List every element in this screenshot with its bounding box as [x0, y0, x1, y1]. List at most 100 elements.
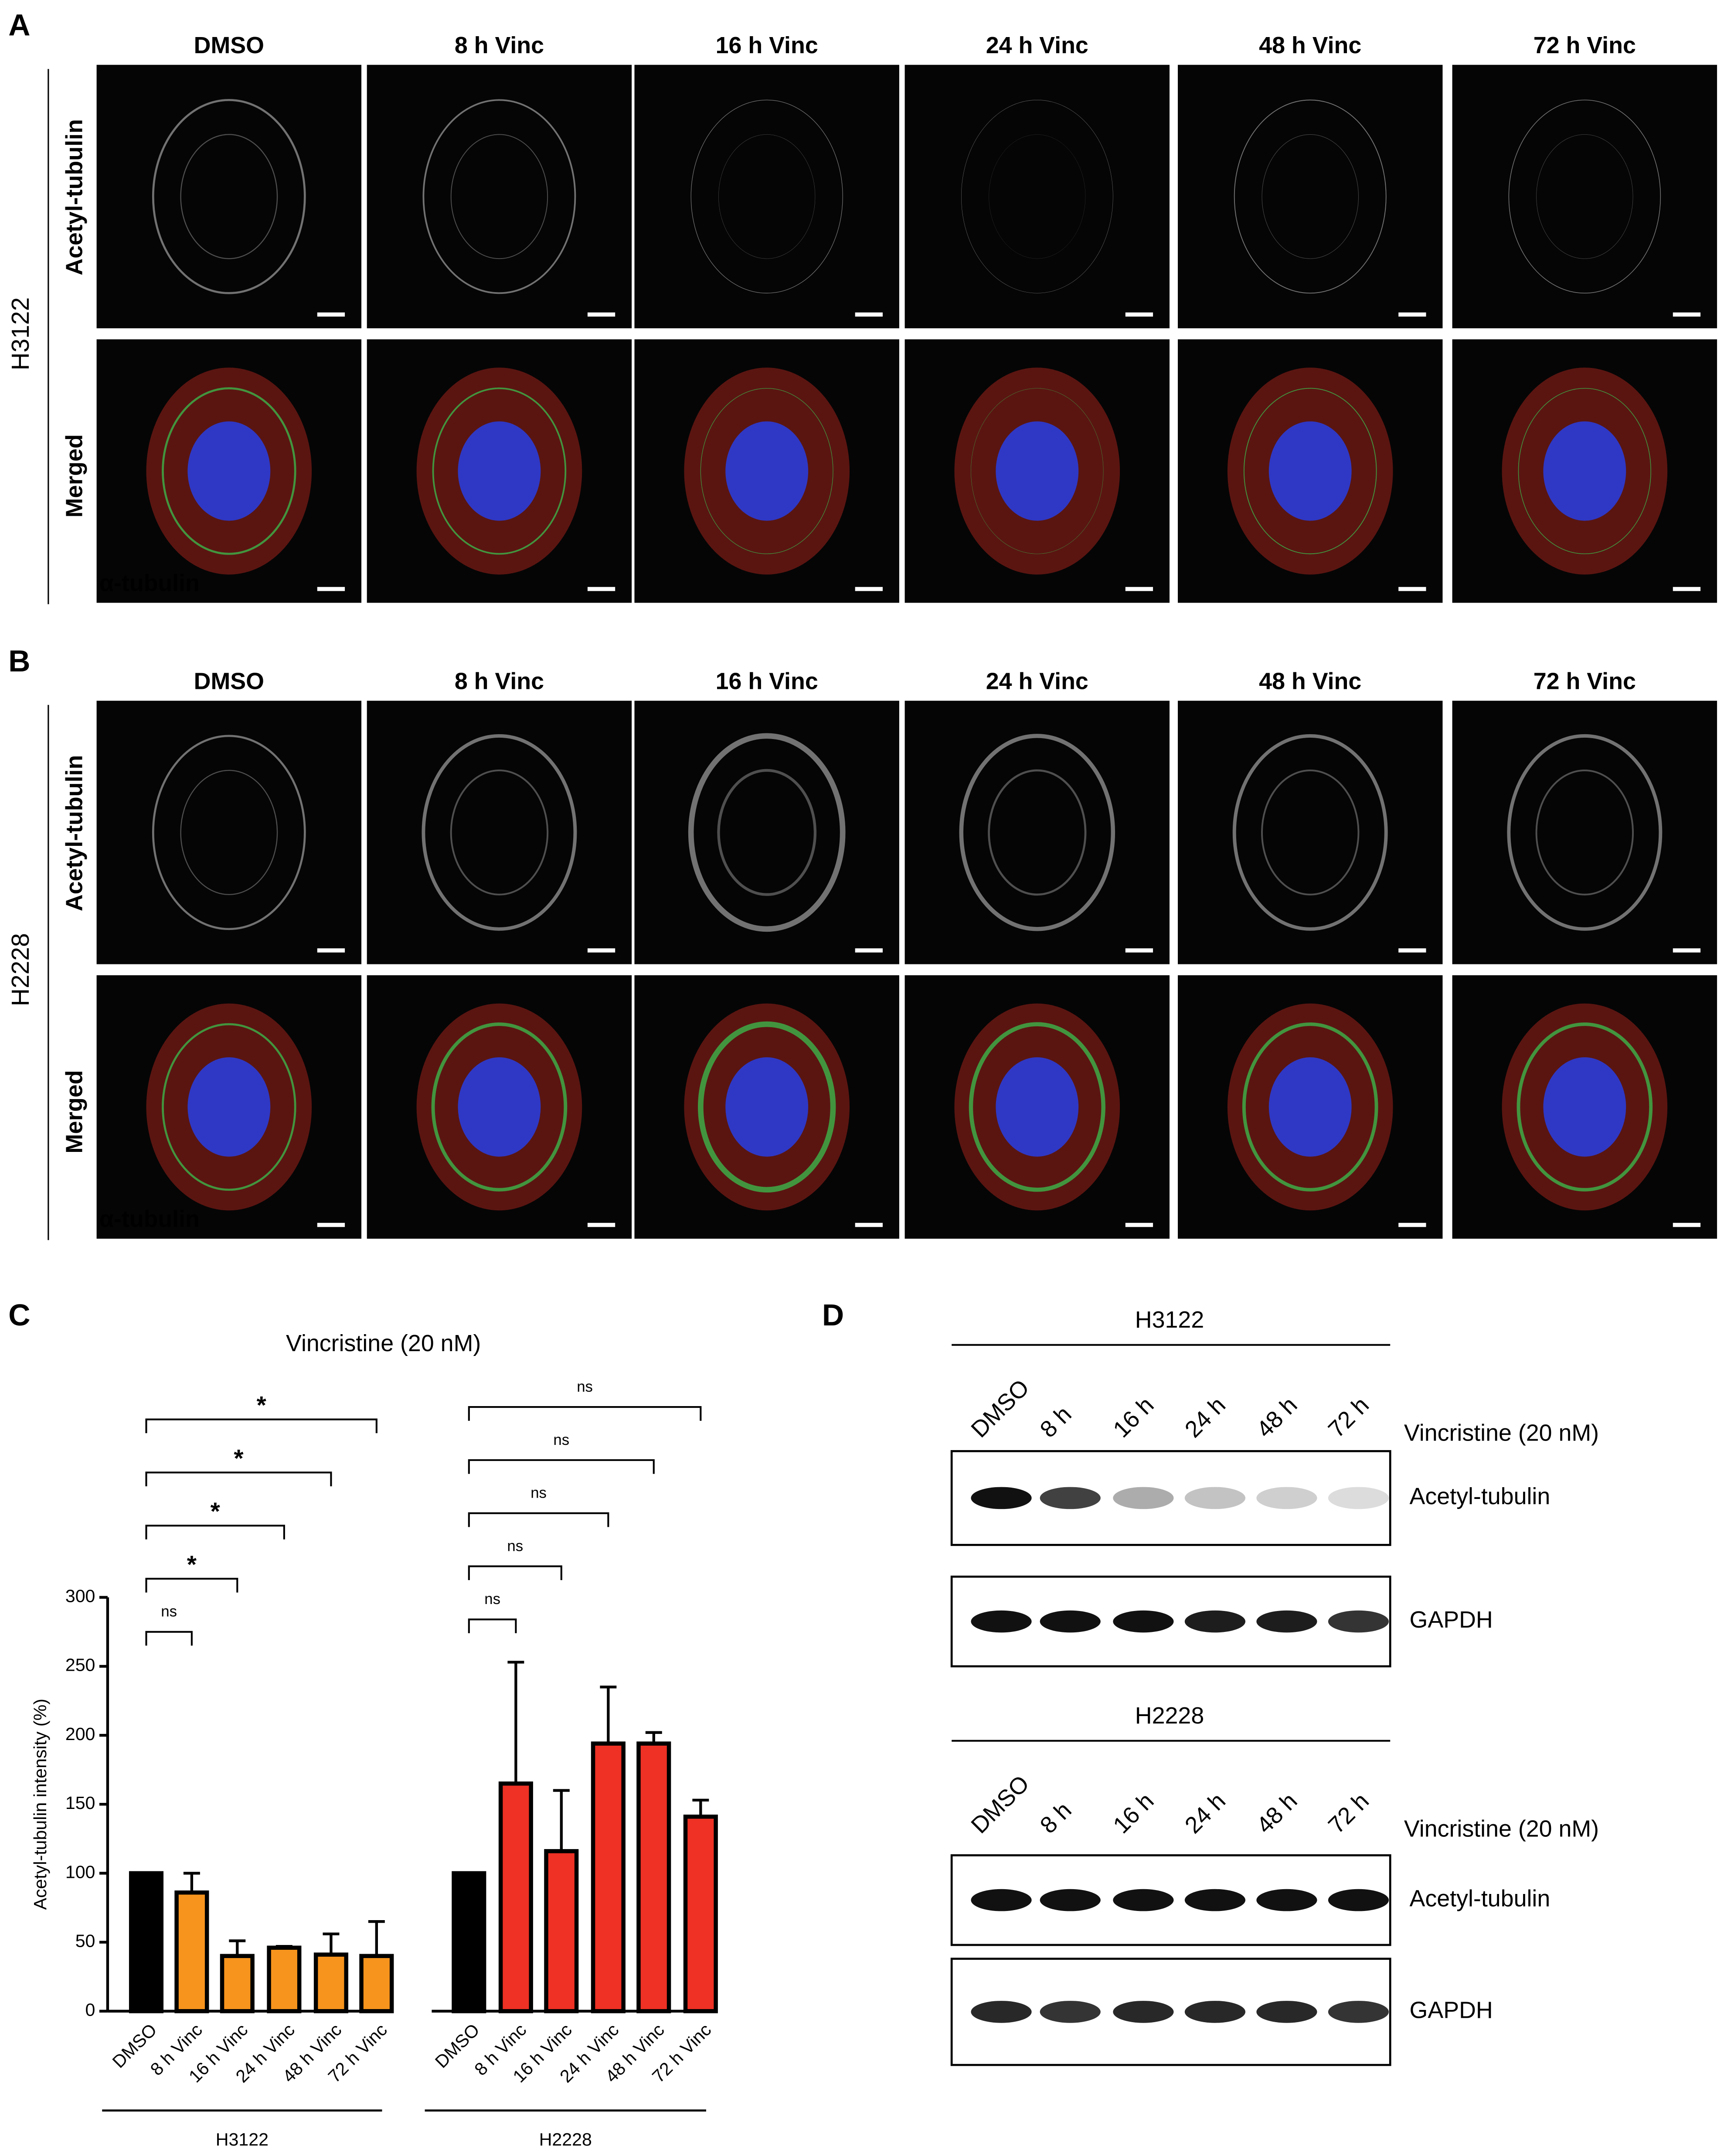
blot-band: [1184, 1487, 1246, 1509]
column-header: 16 h Vinc: [716, 668, 818, 694]
cell-line-label: H2228: [7, 933, 34, 1006]
cell-signal: [1508, 99, 1661, 294]
bar: [498, 1781, 533, 2013]
band-label: Acetyl-tubulin: [1410, 1483, 1551, 1509]
panel-letter: C: [8, 1298, 30, 1332]
blot-band: [1256, 1610, 1317, 1633]
cell-signal: [717, 769, 817, 896]
group-label: H2228: [539, 2129, 592, 2149]
cell-signal: [718, 134, 816, 259]
cell-signal: [180, 134, 278, 259]
lane-label: DMSO: [966, 1374, 1034, 1442]
bar: [452, 1871, 486, 2013]
cell-signal: [988, 769, 1087, 896]
lane-label: 8 h: [1035, 1797, 1076, 1839]
bar: [220, 1954, 255, 2013]
blot-band: [971, 1610, 1032, 1633]
lane-label: 24 h: [1180, 1392, 1231, 1442]
cell-signal: [1232, 734, 1388, 931]
cell-acetyl: [162, 1023, 296, 1191]
lane-label: 72 h: [1323, 1392, 1374, 1442]
column-header: 72 h Vinc: [1534, 32, 1636, 58]
cell-signal: [961, 100, 1113, 293]
cell-acetyl: [431, 1022, 568, 1192]
micrograph: [634, 701, 899, 964]
chart-title: Vincristine (20 nM): [286, 1330, 481, 1356]
bar: [683, 1814, 718, 2013]
significance-bracket: [145, 1471, 332, 1486]
cell-signal: [1535, 769, 1634, 896]
y-tick-label: 250: [65, 1655, 95, 1675]
nucleus: [996, 1057, 1079, 1157]
significance-label: *: [234, 1444, 244, 1472]
blot-band: [1328, 2001, 1389, 2023]
cell-acetyl: [700, 388, 833, 554]
micrograph: [96, 701, 362, 964]
cell-signal: [450, 134, 548, 259]
cell-signal: [989, 134, 1086, 259]
significance-label: ns: [484, 1591, 500, 1608]
cell-signal: [152, 99, 306, 294]
nucleus: [725, 1057, 809, 1157]
significance-label: *: [211, 1498, 221, 1526]
cell-signal: [1536, 134, 1633, 259]
blot-band: [971, 1889, 1032, 1911]
cell-acetyl: [971, 388, 1104, 554]
blot-cell-line: H3122: [1135, 1307, 1204, 1333]
nucleus: [1268, 421, 1352, 521]
lane-label: DMSO: [966, 1770, 1034, 1838]
micrograph: [905, 65, 1170, 328]
significance-label: ns: [530, 1485, 547, 1502]
bar: [174, 1890, 209, 2013]
y-tick-label: 50: [75, 1931, 95, 1951]
column-header: 24 h Vinc: [986, 668, 1088, 694]
column-header: 48 h Vinc: [1259, 668, 1361, 694]
blot-band: [1113, 1889, 1174, 1911]
lane-label: 24 h: [1180, 1788, 1231, 1838]
significance-bracket: [468, 1406, 702, 1421]
micrograph: [1178, 701, 1443, 964]
lane-label: 8 h: [1035, 1401, 1076, 1443]
blot-band: [971, 1487, 1032, 1509]
significance-bracket: [145, 1577, 238, 1593]
cell-signal: [688, 733, 846, 932]
blot-band: [1113, 2001, 1174, 2023]
treatment-label: Vincristine (20 nM): [1404, 1420, 1599, 1446]
overlay-label: α-tubulin: [99, 1206, 200, 1232]
nucleus: [458, 1057, 541, 1157]
row-label: Acetyl-tubulin: [61, 755, 87, 911]
panel-letter: B: [8, 644, 30, 678]
blot-band: [1040, 1487, 1101, 1509]
band-label: Acetyl-tubulin: [1410, 1885, 1551, 1911]
blot-band: [1328, 1487, 1389, 1509]
cell-acetyl: [1518, 388, 1651, 555]
cell-signal: [450, 769, 549, 896]
significance-bracket: [468, 1512, 609, 1527]
significance-label: ns: [553, 1431, 569, 1448]
band-label: GAPDH: [1410, 1607, 1493, 1633]
bar: [313, 1952, 348, 2013]
column-header: 8 h Vinc: [455, 668, 544, 694]
micrograph: [1452, 701, 1717, 964]
row-label: Acetyl-tubulin: [61, 119, 87, 275]
cell-acetyl: [698, 1021, 836, 1193]
micrograph: [367, 701, 632, 964]
nucleus: [1543, 421, 1626, 521]
column-header: 8 h Vinc: [455, 32, 544, 58]
cell-signal: [422, 734, 577, 931]
bar: [267, 1945, 302, 2013]
cell-signal: [422, 99, 576, 294]
significance-bracket: [145, 1525, 285, 1540]
blot-cell-line: H2228: [1135, 1703, 1204, 1729]
cell-acetyl: [1517, 1022, 1653, 1192]
nucleus: [187, 421, 271, 521]
cell-acetyl: [1243, 388, 1377, 555]
y-tick-label: 0: [85, 2000, 95, 2020]
lane-label: 16 h: [1108, 1788, 1159, 1838]
blot-band: [1184, 1610, 1246, 1633]
cell-signal: [959, 734, 1115, 931]
y-tick-label: 100: [65, 1862, 95, 1882]
cell-signal: [1234, 99, 1387, 294]
